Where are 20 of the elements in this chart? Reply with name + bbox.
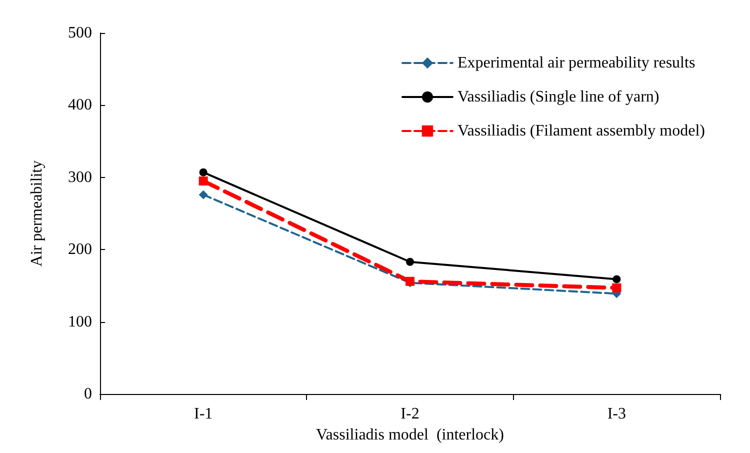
point — [612, 275, 621, 284]
x-tick-label: I-3 — [607, 406, 626, 422]
x-axis-title: Vassiliadis model (interlock) — [316, 426, 504, 444]
legend-label: Vassiliadis (Single line of yarn) — [457, 88, 660, 106]
y-axis-title: Air permeability — [28, 160, 46, 267]
point — [406, 258, 414, 266]
y-tick-label: 500 — [68, 24, 92, 42]
point — [612, 283, 622, 292]
x-tick-label: I-1 — [194, 406, 213, 422]
legend-label: Vassiliadis (Filament assembly model) — [457, 122, 706, 140]
point — [198, 190, 208, 200]
y-tick-label: 300 — [68, 168, 92, 186]
legend-label: Experimental air permeability results — [457, 54, 696, 72]
x-tick-label: I-2 — [400, 406, 420, 422]
y-tick-label: 400 — [68, 96, 92, 114]
y-tick-label: 0 — [84, 386, 92, 402]
y-tick-label: 200 — [68, 241, 92, 258]
point — [198, 176, 208, 186]
y-tick-label: 100 — [68, 313, 92, 330]
point — [199, 168, 208, 176]
